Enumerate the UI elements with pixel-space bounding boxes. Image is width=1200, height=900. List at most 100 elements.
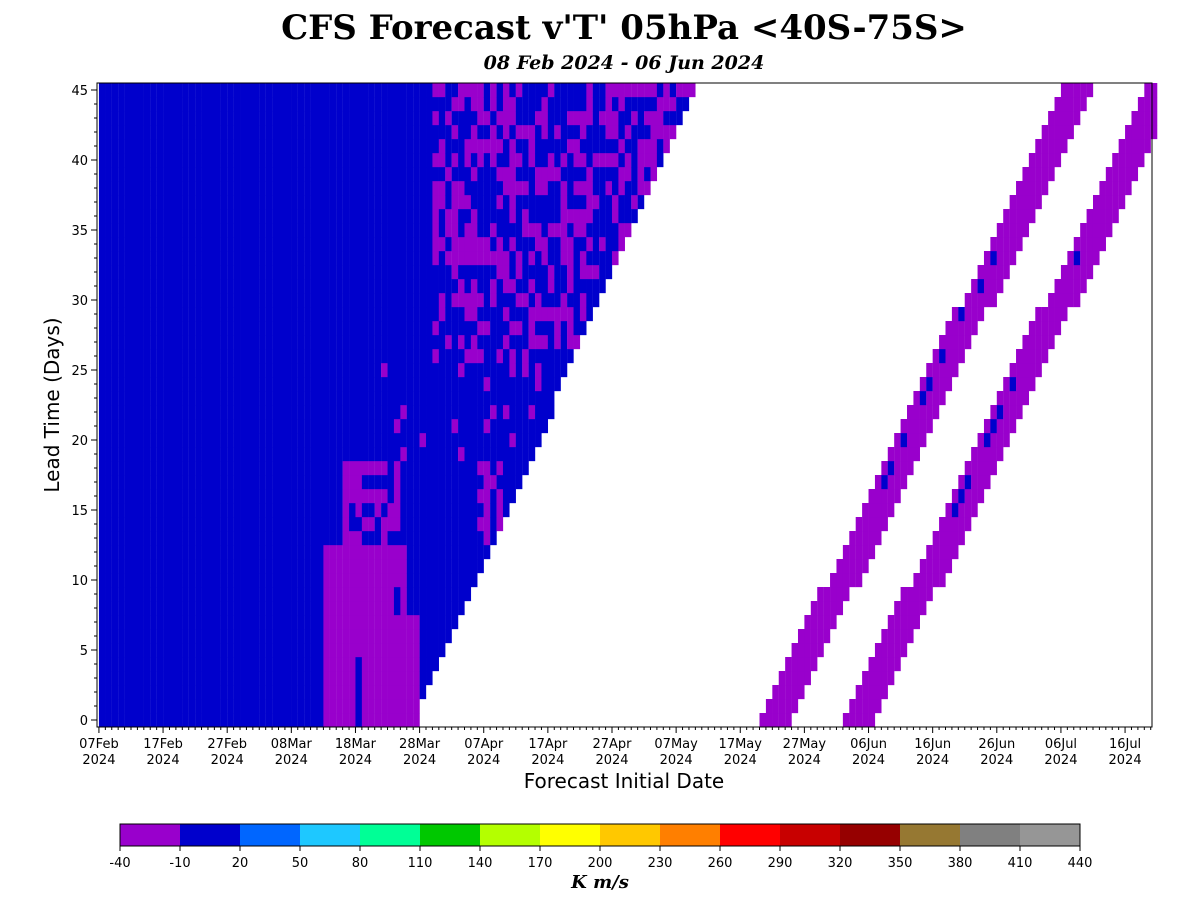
heatmap-cell [368, 475, 375, 490]
heatmap-cell [496, 181, 504, 196]
heatmap-cell [124, 265, 132, 280]
heatmap-cell [163, 447, 170, 462]
heatmap-cell [451, 83, 459, 98]
heatmap-cell [413, 405, 420, 420]
heatmap-cell [900, 433, 908, 448]
heatmap-cell [990, 237, 997, 252]
heatmap-cell [310, 657, 318, 672]
heatmap-cell [599, 279, 606, 294]
heatmap-cell [349, 167, 356, 182]
heatmap-cell [175, 223, 183, 238]
heatmap-cell [1003, 377, 1010, 392]
heatmap-cell [502, 461, 510, 476]
heatmap-cell [240, 601, 247, 616]
heatmap-cell [143, 153, 151, 168]
heatmap-cell [201, 83, 209, 98]
heatmap-cell [656, 111, 664, 126]
heatmap-cell [470, 139, 478, 154]
heatmap-cell [881, 629, 888, 644]
heatmap-cell [342, 629, 350, 644]
heatmap-cell [124, 531, 132, 546]
heatmap-cell [124, 447, 132, 462]
heatmap-cell [438, 475, 446, 490]
heatmap-cell [541, 181, 549, 196]
heatmap-cell [400, 125, 407, 140]
heatmap-cell [830, 573, 837, 588]
heatmap-cell [349, 615, 356, 630]
heatmap-cell [355, 251, 363, 266]
heatmap-cell [977, 489, 985, 504]
heatmap-cell [579, 125, 587, 140]
heatmap-cell [336, 279, 343, 294]
heatmap-cell [304, 125, 311, 140]
heatmap-cell [381, 293, 388, 308]
heatmap-cell [406, 139, 414, 154]
heatmap-cell [233, 587, 241, 602]
heatmap-cell [445, 223, 452, 238]
heatmap-cell [361, 307, 369, 322]
heatmap-cell [426, 643, 433, 658]
heatmap-cell [252, 405, 260, 420]
heatmap-cell [823, 601, 831, 616]
heatmap-cell [265, 279, 273, 294]
heatmap-cell [996, 447, 1004, 462]
heatmap-cell [355, 167, 363, 182]
heatmap-cell [310, 153, 318, 168]
heatmap-cell [329, 643, 337, 658]
heatmap-cell [336, 335, 343, 350]
heatmap-cell [458, 475, 465, 490]
heatmap-cell [1022, 377, 1030, 392]
heatmap-cell [400, 167, 407, 182]
heatmap-cell [515, 461, 523, 476]
heatmap-cell [310, 97, 318, 112]
heatmap-cell [939, 559, 946, 574]
heatmap-cell [259, 293, 266, 308]
heatmap-cell [246, 391, 253, 406]
heatmap-cell [342, 349, 350, 364]
heatmap-cell [124, 433, 132, 448]
heatmap-cell [124, 321, 132, 336]
heatmap-cell [265, 153, 273, 168]
heatmap-cell [393, 657, 401, 672]
heatmap-cell [381, 699, 388, 714]
heatmap-cell [272, 363, 279, 378]
heatmap-cell [605, 223, 613, 238]
heatmap-cell [227, 279, 234, 294]
heatmap-cell [214, 97, 221, 112]
heatmap-cell [342, 475, 350, 490]
heatmap-cell [195, 391, 202, 406]
heatmap-cell [1060, 293, 1068, 308]
heatmap-cell [329, 531, 337, 546]
heatmap-cell [310, 111, 318, 126]
heatmap-cell [451, 391, 459, 406]
heatmap-cell [926, 559, 933, 574]
heatmap-cell [118, 587, 125, 602]
heatmap-cell [137, 139, 144, 154]
heatmap-cell [438, 587, 446, 602]
heatmap-cell [522, 125, 529, 140]
heatmap-cell [240, 307, 247, 322]
heatmap-cell [227, 601, 234, 616]
heatmap-cell [1080, 251, 1087, 266]
heatmap-cell [169, 307, 177, 322]
heatmap-cell [316, 363, 324, 378]
heatmap-cell [278, 419, 286, 434]
heatmap-cell [342, 83, 350, 98]
heatmap-cell [252, 671, 260, 686]
heatmap-cell [124, 475, 132, 490]
heatmap-cell [207, 293, 215, 308]
heatmap-cell [137, 293, 144, 308]
heatmap-cell [227, 139, 234, 154]
heatmap-cell [169, 657, 177, 672]
heatmap-cell [150, 545, 157, 560]
heatmap-cell [374, 223, 382, 238]
heatmap-cell [426, 461, 433, 476]
heatmap-cell [496, 125, 504, 140]
heatmap-cell [483, 153, 491, 168]
heatmap-cell [387, 125, 395, 140]
heatmap-cell [169, 433, 177, 448]
heatmap-cell [656, 139, 664, 154]
heatmap-cell [381, 335, 388, 350]
heatmap-cell [849, 573, 856, 588]
heatmap-cell [400, 615, 407, 630]
